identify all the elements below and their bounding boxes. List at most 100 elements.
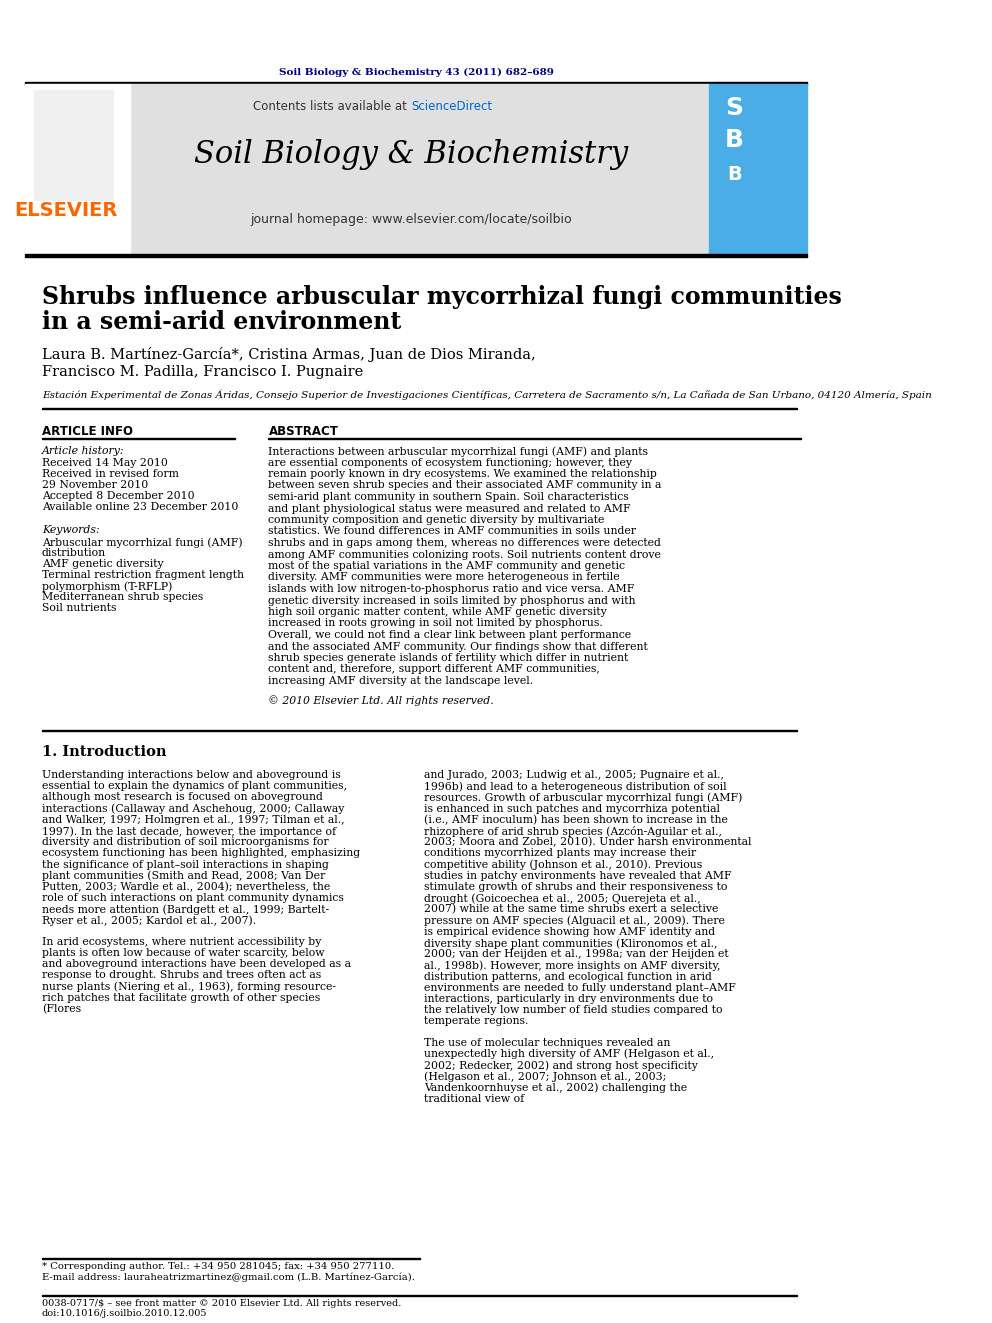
Text: Soil nutrients: Soil nutrients	[42, 603, 116, 613]
Text: Article history:: Article history:	[42, 446, 124, 456]
Text: temperate regions.: temperate regions.	[424, 1016, 528, 1027]
Text: drought (Goicoechea et al., 2005; Querejeta et al.,: drought (Goicoechea et al., 2005; Querej…	[424, 893, 700, 904]
Text: although most research is focused on aboveground: although most research is focused on abo…	[42, 792, 322, 803]
Text: the relatively low number of field studies compared to: the relatively low number of field studi…	[424, 1005, 722, 1015]
Text: 29 November 2010: 29 November 2010	[42, 480, 148, 490]
Text: B: B	[724, 128, 744, 152]
Text: Terminal restriction fragment length: Terminal restriction fragment length	[42, 570, 244, 579]
Text: and plant physiological status were measured and related to AMF: and plant physiological status were meas…	[269, 504, 631, 513]
Text: Arbuscular mycorrhizal fungi (AMF): Arbuscular mycorrhizal fungi (AMF)	[42, 537, 243, 548]
Text: polymorphism (T-RFLP): polymorphism (T-RFLP)	[42, 581, 173, 591]
Text: Available online 23 December 2010: Available online 23 December 2010	[42, 501, 238, 512]
Text: community composition and genetic diversity by multivariate: community composition and genetic divers…	[269, 515, 605, 525]
Text: al., 1998b). However, more insights on AMF diversity,: al., 1998b). However, more insights on A…	[424, 960, 720, 971]
Text: most of the spatial variations in the AMF community and genetic: most of the spatial variations in the AM…	[269, 561, 626, 572]
Text: competitive ability (Johnson et al., 2010). Previous: competitive ability (Johnson et al., 201…	[424, 860, 702, 871]
Text: S: S	[725, 97, 743, 120]
Text: 2007) while at the same time shrubs exert a selective: 2007) while at the same time shrubs exer…	[424, 905, 718, 914]
Text: 2003; Moora and Zobel, 2010). Under harsh environmental: 2003; Moora and Zobel, 2010). Under hars…	[424, 837, 751, 848]
Text: Soil Biology & Biochemistry 43 (2011) 682–689: Soil Biology & Biochemistry 43 (2011) 68…	[279, 67, 554, 77]
Text: journal homepage: www.elsevier.com/locate/soilbio: journal homepage: www.elsevier.com/locat…	[250, 213, 572, 226]
Text: Shrubs influence arbuscular mycorrhizal fungi communities: Shrubs influence arbuscular mycorrhizal …	[42, 284, 842, 310]
Text: Estación Experimental de Zonas Áridas, Consejo Superior de Investigaciones Cient: Estación Experimental de Zonas Áridas, C…	[42, 390, 931, 401]
Bar	[130, 83, 709, 254]
Text: Contents lists available at: Contents lists available at	[254, 99, 411, 112]
Text: ELSEVIER: ELSEVIER	[14, 201, 117, 220]
Text: Soil Biology & Biochemistry: Soil Biology & Biochemistry	[194, 139, 628, 171]
Text: resources. Growth of arbuscular mycorrhizal fungi (AMF): resources. Growth of arbuscular mycorrhi…	[424, 792, 742, 803]
Text: (Flores: (Flores	[42, 1004, 81, 1015]
Text: Francisco M. Padilla, Francisco I. Pugnaire: Francisco M. Padilla, Francisco I. Pugna…	[42, 365, 363, 378]
Text: Overall, we could not find a clear link between plant performance: Overall, we could not find a clear link …	[269, 630, 632, 640]
Text: ecosystem functioning has been highlighted, emphasizing: ecosystem functioning has been highlight…	[42, 848, 360, 859]
Text: Understanding interactions below and aboveground is: Understanding interactions below and abo…	[42, 770, 340, 781]
Text: © 2010 Elsevier Ltd. All rights reserved.: © 2010 Elsevier Ltd. All rights reserved…	[269, 696, 494, 706]
Text: needs more attention (Bardgett et al., 1999; Bartelt-: needs more attention (Bardgett et al., 1…	[42, 905, 329, 916]
Text: conditions mycorrhized plants may increase their: conditions mycorrhized plants may increa…	[424, 848, 695, 859]
Text: plants is often low because of water scarcity, below: plants is often low because of water sca…	[42, 949, 324, 958]
Text: Received in revised form: Received in revised form	[42, 468, 179, 479]
Text: (i.e., AMF inoculum) has been shown to increase in the: (i.e., AMF inoculum) has been shown to i…	[424, 815, 727, 826]
Text: traditional view of: traditional view of	[424, 1094, 524, 1103]
Text: islands with low nitrogen-to-phosphorus ratio and vice versa. AMF: islands with low nitrogen-to-phosphorus …	[269, 583, 635, 594]
Text: 1997). In the last decade, however, the importance of: 1997). In the last decade, however, the …	[42, 826, 336, 836]
Text: 0038-0717/$ – see front matter © 2010 Elsevier Ltd. All rights reserved.: 0038-0717/$ – see front matter © 2010 El…	[42, 1299, 402, 1308]
Bar	[25, 82, 807, 85]
Text: 1996b) and lead to a heterogeneous distribution of soil: 1996b) and lead to a heterogeneous distr…	[424, 781, 726, 791]
Text: increasing AMF diversity at the landscape level.: increasing AMF diversity at the landscap…	[269, 676, 534, 687]
Text: among AMF communities colonizing roots. Soil nutrients content drove: among AMF communities colonizing roots. …	[269, 549, 662, 560]
Text: * Corresponding author. Tel.: +34 950 281045; fax: +34 950 277110.: * Corresponding author. Tel.: +34 950 28…	[42, 1262, 395, 1271]
Text: Received 14 May 2010: Received 14 May 2010	[42, 458, 168, 468]
Text: and aboveground interactions have been developed as a: and aboveground interactions have been d…	[42, 959, 351, 970]
Text: diversity shape plant communities (Klironomos et al.,: diversity shape plant communities (Kliro…	[424, 938, 717, 949]
Text: and the associated AMF community. Our findings show that different: and the associated AMF community. Our fi…	[269, 642, 648, 651]
Text: is empirical evidence showing how AMF identity and: is empirical evidence showing how AMF id…	[424, 927, 715, 937]
Text: Interactions between arbuscular mycorrhizal fungi (AMF) and plants: Interactions between arbuscular mycorrhi…	[269, 446, 649, 456]
Text: ScienceDirect: ScienceDirect	[411, 99, 492, 112]
Text: E-mail address: lauraheatrizmartinez@gmail.com (L.B. Martínez-García).: E-mail address: lauraheatrizmartinez@gma…	[42, 1273, 415, 1282]
Bar	[709, 83, 807, 254]
Text: Accepted 8 December 2010: Accepted 8 December 2010	[42, 491, 194, 501]
Text: are essential components of ecosystem functioning; however, they: are essential components of ecosystem fu…	[269, 458, 633, 467]
Text: nurse plants (Niering et al., 1963), forming resource-: nurse plants (Niering et al., 1963), for…	[42, 982, 336, 992]
Text: essential to explain the dynamics of plant communities,: essential to explain the dynamics of pla…	[42, 781, 347, 791]
Text: Vandenkoornhuyse et al., 2002) challenging the: Vandenkoornhuyse et al., 2002) challengi…	[424, 1082, 686, 1093]
Text: environments are needed to fully understand plant–AMF: environments are needed to fully underst…	[424, 983, 736, 992]
Text: diversity. AMF communities were more heterogeneous in fertile: diversity. AMF communities were more het…	[269, 573, 620, 582]
Text: response to drought. Shrubs and trees often act as: response to drought. Shrubs and trees of…	[42, 970, 321, 980]
Text: plant communities (Smith and Read, 2008; Van Der: plant communities (Smith and Read, 2008;…	[42, 871, 325, 881]
Text: and Walker, 1997; Holmgren et al., 1997; Tilman et al.,: and Walker, 1997; Holmgren et al., 1997;…	[42, 815, 344, 824]
Text: pressure on AMF species (Alguacil et al., 2009). There: pressure on AMF species (Alguacil et al.…	[424, 916, 724, 926]
Bar	[34, 90, 113, 200]
Text: Ryser et al., 2005; Kardol et al., 2007).: Ryser et al., 2005; Kardol et al., 2007)…	[42, 916, 256, 926]
Text: ABSTRACT: ABSTRACT	[269, 425, 338, 438]
Text: doi:10.1016/j.soilbio.2010.12.005: doi:10.1016/j.soilbio.2010.12.005	[42, 1308, 207, 1318]
Text: 2000; van der Heijden et al., 1998a; van der Heijden et: 2000; van der Heijden et al., 1998a; van…	[424, 949, 728, 959]
Text: (Helgason et al., 2007; Johnson et al., 2003;: (Helgason et al., 2007; Johnson et al., …	[424, 1072, 666, 1082]
Text: shrub species generate islands of fertility which differ in nutrient: shrub species generate islands of fertil…	[269, 654, 629, 663]
Text: rich patches that facilitate growth of other species: rich patches that facilitate growth of o…	[42, 992, 320, 1003]
Text: shrubs and in gaps among them, whereas no differences were detected: shrubs and in gaps among them, whereas n…	[269, 538, 662, 548]
Text: rhizophere of arid shrub species (Azcón-Aguilar et al.,: rhizophere of arid shrub species (Azcón-…	[424, 826, 722, 837]
Text: high soil organic matter content, while AMF genetic diversity: high soil organic matter content, while …	[269, 607, 607, 617]
Text: interactions, particularly in dry environments due to: interactions, particularly in dry enviro…	[424, 994, 712, 1004]
Text: interactions (Callaway and Aschehoug, 2000; Callaway: interactions (Callaway and Aschehoug, 20…	[42, 803, 344, 814]
Text: In arid ecosystems, where nutrient accessibility by: In arid ecosystems, where nutrient acces…	[42, 937, 321, 947]
Text: Putten, 2003; Wardle et al., 2004); nevertheless, the: Putten, 2003; Wardle et al., 2004); neve…	[42, 882, 330, 892]
Text: remain poorly known in dry ecosystems. We examined the relationship: remain poorly known in dry ecosystems. W…	[269, 468, 658, 479]
Text: distribution patterns, and ecological function in arid: distribution patterns, and ecological fu…	[424, 971, 711, 982]
Text: Keywords:: Keywords:	[42, 525, 99, 534]
Text: distribution: distribution	[42, 548, 106, 558]
Bar	[25, 83, 130, 254]
Text: in a semi-arid environment: in a semi-arid environment	[42, 310, 401, 333]
Text: and Jurado, 2003; Ludwig et al., 2005; Pugnaire et al.,: and Jurado, 2003; Ludwig et al., 2005; P…	[424, 770, 724, 781]
Text: content and, therefore, support different AMF communities,: content and, therefore, support differen…	[269, 664, 600, 675]
Text: statistics. We found differences in AMF communities in soils under: statistics. We found differences in AMF …	[269, 527, 637, 537]
Text: the significance of plant–soil interactions in shaping: the significance of plant–soil interacti…	[42, 860, 328, 869]
Text: AMF genetic diversity: AMF genetic diversity	[42, 560, 164, 569]
Text: 1. Introduction: 1. Introduction	[42, 745, 167, 759]
Text: 2002; Redecker, 2002) and strong host specificity: 2002; Redecker, 2002) and strong host sp…	[424, 1060, 697, 1070]
Text: studies in patchy environments have revealed that AMF: studies in patchy environments have reve…	[424, 871, 731, 881]
Text: stimulate growth of shrubs and their responsiveness to: stimulate growth of shrubs and their res…	[424, 882, 727, 892]
Text: Mediterranean shrub species: Mediterranean shrub species	[42, 591, 203, 602]
